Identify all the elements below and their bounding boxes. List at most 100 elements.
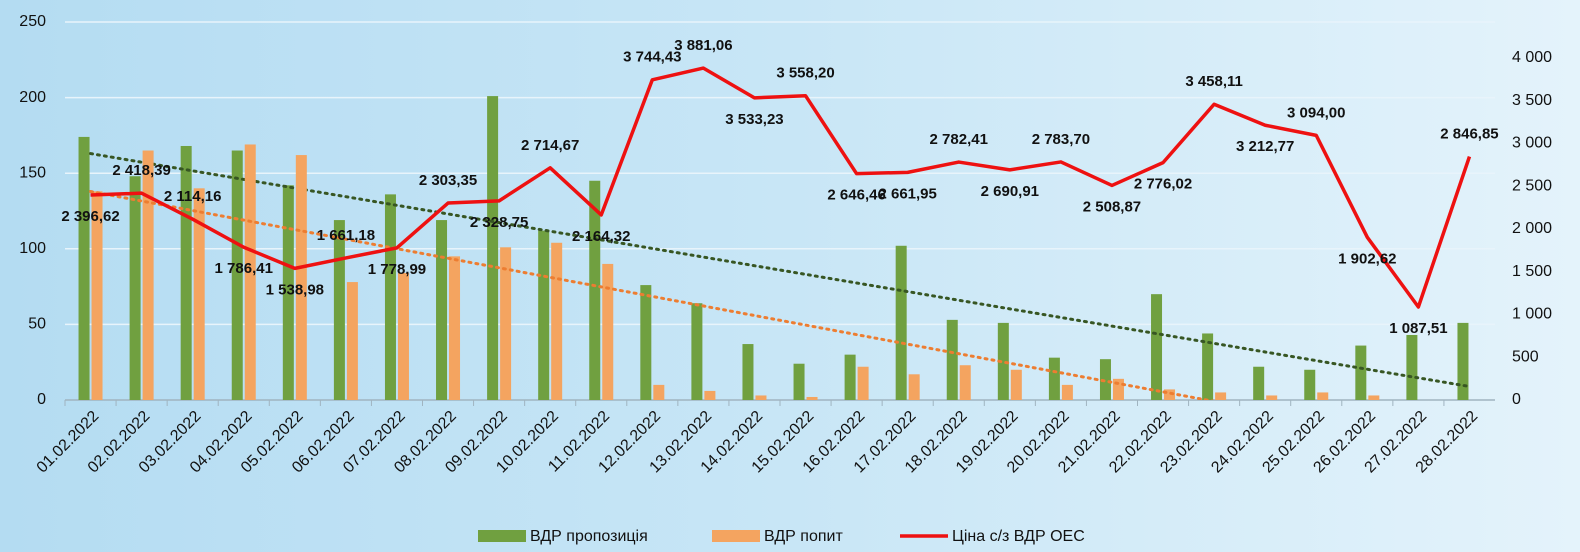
bar [1355,345,1367,400]
bar [282,185,294,400]
bar [959,365,971,400]
data-label: 2 776,02 [1134,176,1192,193]
y-tick-label: 100 [19,240,46,257]
bar [500,247,512,400]
bar [857,366,869,400]
bar [244,144,256,400]
bar [755,395,767,400]
legend-label: ВДР пропозиція [530,528,648,545]
data-label: 2 114,16 [164,188,222,205]
data-label: 2 303,35 [419,172,477,189]
bar [333,220,345,400]
bar [1202,333,1214,400]
data-label: 2 782,41 [930,131,988,148]
bar [806,396,818,400]
y2-tick-label: 500 [1512,348,1539,365]
bar [449,256,461,400]
data-label: 2 646,46 [827,187,885,204]
data-label: 3 094,00 [1287,104,1345,121]
y2-tick-label: 1 000 [1512,306,1552,323]
data-label: 1 902,62 [1338,250,1396,267]
data-label: 2 418,39 [112,162,170,179]
bar [946,319,958,400]
y2-tick-label: 4 000 [1512,49,1552,66]
trendline [89,152,1471,388]
y2-tick-label: 2 000 [1512,220,1552,237]
data-label: 2 714,67 [521,137,579,154]
bar [384,194,396,400]
data-label: 3 558,20 [776,65,834,82]
bar [589,180,601,400]
bar [180,145,192,400]
y2-tick-label: 2 500 [1512,177,1552,194]
data-label: 3 458,11 [1185,73,1243,90]
bar [397,272,409,400]
bar [691,303,703,400]
bar [551,242,563,400]
y-tick-label: 200 [19,89,46,106]
bar [1164,389,1176,400]
bar [436,220,448,400]
bar [653,384,665,400]
y-tick-label: 250 [19,13,46,30]
y2-tick-label: 3 000 [1512,135,1552,152]
trendline [89,189,1215,400]
bar [1215,392,1227,400]
data-label: 3 212,77 [1236,138,1294,155]
bar [346,282,358,400]
data-label: 3 533,23 [725,111,783,128]
bar [1368,395,1380,400]
bar [193,188,205,400]
bar [793,363,805,400]
line [90,66,1472,309]
data-label: 2 690,91 [981,183,1039,200]
legend-label: Ціна с/з ВДР ОЕС [952,528,1085,545]
bar [231,150,243,400]
bar [742,344,754,400]
data-label: 2 508,87 [1083,198,1141,215]
legend-swatch [478,530,526,542]
data-label: 1 786,41 [215,260,273,277]
data-label: 2 164,32 [572,228,630,245]
data-label: 1 087,51 [1389,320,1447,337]
bar [1406,334,1418,400]
data-label: 2 783,70 [1032,131,1090,148]
bar [1048,357,1060,400]
bar [895,245,907,400]
bar [602,263,614,400]
data-label: 2 846,85 [1440,126,1498,143]
bar [1304,369,1316,400]
data-label: 3 744,43 [623,49,681,66]
bar [78,136,90,401]
bar [1151,294,1163,400]
bar [908,374,920,400]
bar [1253,366,1265,400]
y-tick-label: 0 [37,391,46,408]
data-label: 1 778,99 [368,261,426,278]
bar [640,285,652,400]
data-label: 1 538,98 [266,281,324,298]
bar [538,230,550,400]
bar [295,155,307,400]
bar [1457,322,1469,400]
bar [1317,392,1329,400]
legend-swatch [712,530,760,542]
bar [1112,378,1124,400]
y2-tick-label: 0 [1512,391,1521,408]
bar [1010,369,1022,400]
y2-tick-label: 3 500 [1512,92,1552,109]
bar [844,354,856,400]
data-label: 2 396,62 [61,208,119,225]
bar [997,322,1009,400]
bar [91,191,103,400]
y-tick-label: 150 [19,164,46,181]
data-label: 1 661,18 [317,227,375,244]
data-label: 3 881,06 [674,37,732,54]
bar [1099,359,1111,400]
bar [1266,395,1278,400]
bar [142,150,154,400]
bar [1061,384,1073,400]
data-label: 2 661,95 [878,185,936,202]
